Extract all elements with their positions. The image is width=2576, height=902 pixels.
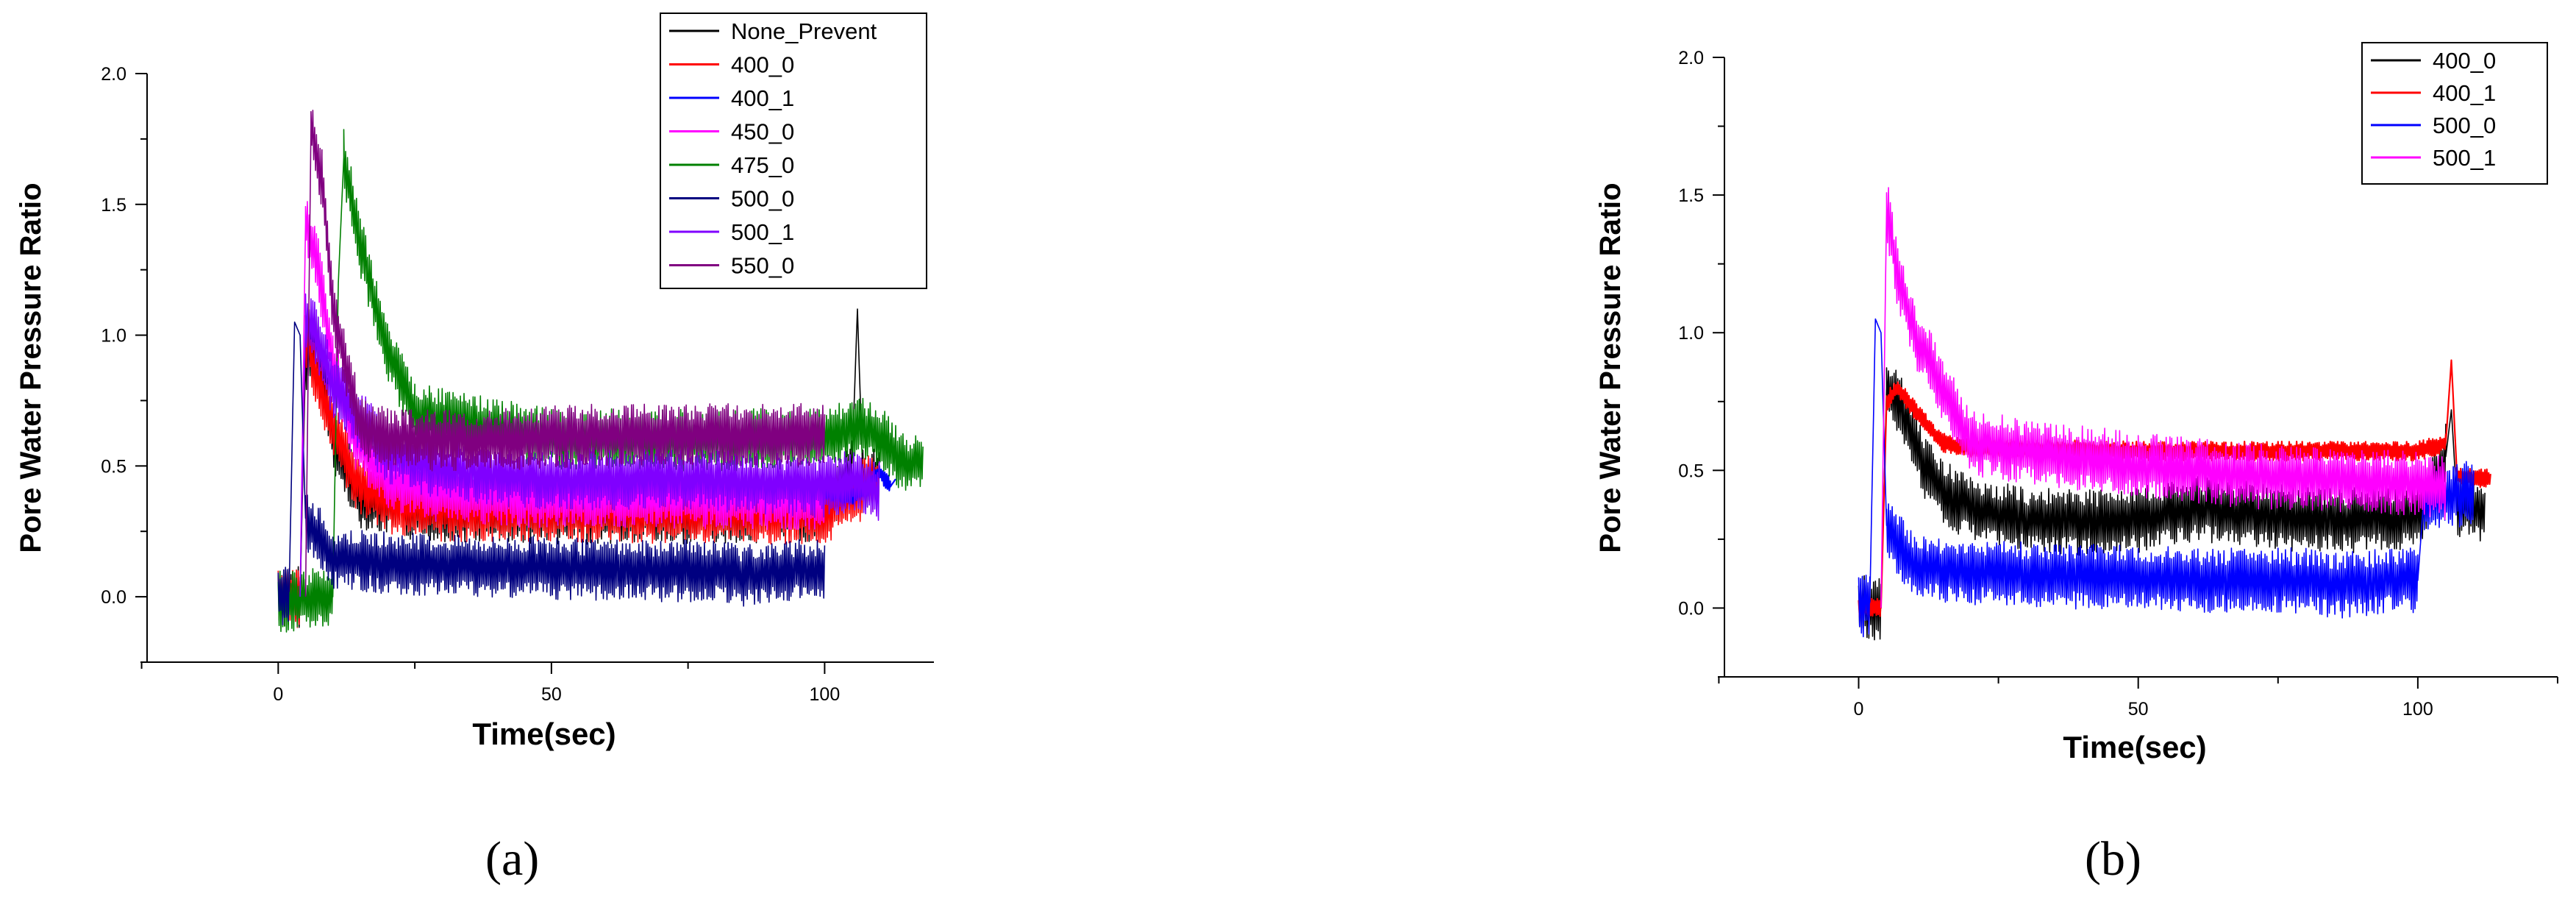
y-axis-label: Pore Water Pressure Ratio (1594, 182, 1627, 553)
y-tick-label: 0.5 (101, 456, 126, 477)
x-tick-label: 100 (2402, 699, 2433, 720)
y-tick-label: 1.5 (101, 195, 126, 216)
chart-b: 0.0 0.5 1.0 1.5 2.0 0 50 100 Time(sec) Pore Water… (1594, 42, 2558, 764)
legend-entry: 450_0 (731, 119, 794, 145)
series-line-400-0 (1858, 367, 2486, 641)
series-line-500-1 (1880, 187, 2447, 608)
x-axis-label: Time(sec) (472, 717, 616, 751)
y-tick-label: 0.0 (1678, 598, 1704, 619)
legend-entry: 475_0 (731, 152, 794, 178)
chart-a: 0.0 0.5 1.0 1.5 2.0 0 50 100 Time(sec) Pore Water… (15, 13, 934, 751)
legend-entry: 500_0 (2433, 113, 2496, 138)
x-tick-label: 50 (541, 684, 562, 705)
x-tick-label: 0 (273, 684, 283, 705)
legend-entry: 400_0 (2433, 48, 2496, 74)
legend: None_Prevent 400_0 400_1 450_0 475_0 500_0 500… (660, 13, 927, 289)
y-tick-label: 0.0 (101, 587, 126, 608)
legend-entry: 500_1 (731, 219, 794, 245)
y-tick-label: 0.5 (1678, 461, 1704, 481)
y-tick-label: 1.0 (1678, 323, 1704, 344)
legend-entry: 500_1 (2433, 145, 2496, 171)
series-line-500-0 (1858, 318, 2475, 638)
y-tick-label: 1.5 (1678, 185, 1704, 206)
y-tick-label: 2.0 (1678, 48, 1704, 68)
x-tick-label: 50 (2128, 699, 2149, 720)
x-tick-label: 100 (810, 684, 841, 705)
panel-label-a: (a) (485, 832, 540, 886)
legend-entry: 400_1 (2433, 80, 2496, 106)
legend-entry: 400_1 (731, 85, 794, 111)
legend-entry: 400_0 (731, 52, 794, 78)
y-tick-label: 1.0 (101, 326, 126, 347)
series-line-550-0 (304, 110, 826, 597)
legend-box (2361, 42, 2548, 185)
x-axis-label: Time(sec) (2063, 730, 2206, 764)
legend-entry: 500_0 (731, 186, 794, 212)
legend-entry: 550_0 (731, 253, 794, 279)
legend-box (660, 13, 927, 289)
panel-label-b: (b) (2085, 832, 2141, 886)
plot-area (277, 110, 924, 633)
legend: 400_0 400_1 500_0 500_1 (2361, 42, 2548, 185)
legend-entry: None_Prevent (731, 18, 877, 44)
series-line-500-0 (277, 322, 826, 626)
x-tick-label: 0 (1854, 699, 1864, 720)
y-tick-label: 2.0 (101, 64, 126, 85)
y-axis-label: Pore Water Pressure Ratio (15, 182, 47, 553)
plot-area (1858, 187, 2491, 641)
